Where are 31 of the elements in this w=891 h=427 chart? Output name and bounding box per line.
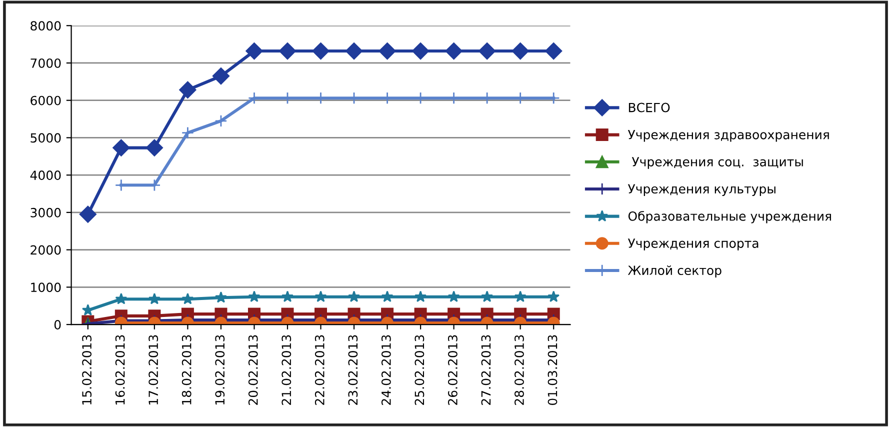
y-tick-label: 4000 [30,170,61,180]
y-tick-label: 6000 [30,96,61,106]
x-tick-label: 25.02.2013 [414,335,424,405]
y-tick-label: 0 [54,320,61,330]
x-tick-label: 27.02.2013 [481,335,491,405]
y-tick-label: 5000 [30,133,61,143]
x-tick-label: 24.02.2013 [381,335,391,405]
x-tick-label: 21.02.2013 [282,335,292,405]
x-tick-label: 20.02.2013 [248,335,258,405]
y-tick-label: 1000 [31,282,61,292]
x-tick-label: 26.02.2013 [448,335,458,405]
y-tick-label: 8000 [30,21,61,31]
legend-label: Учреждения соц. защиты [632,157,803,169]
legend-label: Образовательные учреждения [628,210,831,224]
y-tick-label: 3000 [30,208,61,218]
y-tick-label: 7000 [30,58,61,68]
legend-label: ВСЕГО [628,102,670,112]
x-tick-label: 16.02.2013 [115,335,125,404]
legend-label: Учреждения здравоохранения [628,130,829,142]
x-tick-label: 22.02.2013 [314,335,324,405]
x-tick-label: 18.02.2013 [182,335,192,404]
legend-label: Учреждения культуры [628,184,776,196]
x-tick-label: 28.02.2013 [514,335,524,405]
x-tick-label: 23.02.2013 [348,335,358,405]
x-tick-label: 17.02.2013 [148,335,158,404]
x-tick-label: 19.02.2013 [215,335,225,404]
x-tick-label: 01.03.2013 [548,335,558,405]
legend-label: Жилой сектор [628,265,722,278]
legend-label: Учреждения спорта [628,238,758,250]
y-tick-label: 2000 [30,245,61,255]
x-tick-label: 15.02.2013 [82,335,92,404]
